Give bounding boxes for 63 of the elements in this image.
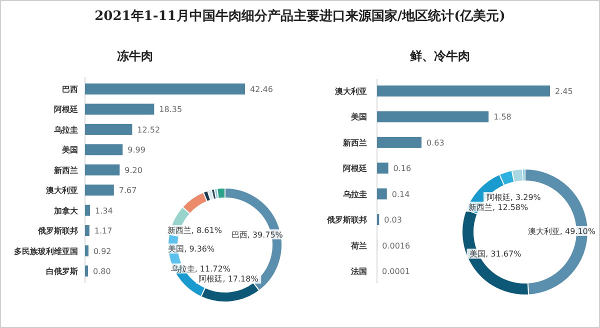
data-label: 9.20 <box>124 166 142 175</box>
slice-label: 乌拉圭, 11.72% <box>170 264 231 274</box>
bar <box>377 188 387 200</box>
data-label: 0.80 <box>93 267 111 276</box>
bar <box>377 111 489 122</box>
data-label: 0.14 <box>392 190 410 199</box>
text: 2021年1-11月中国牛肉细分产品主要进口来源国家/地区统计(亿美元) <box>94 8 506 24</box>
bar <box>85 144 123 156</box>
y-tick-label: 巴西 <box>62 85 78 94</box>
slice-label: 新西兰, 12.58% <box>468 202 529 212</box>
y-tick-label: 美国 <box>350 112 367 122</box>
bar <box>85 225 90 236</box>
bar <box>377 86 550 96</box>
data-label: 12.52 <box>137 125 160 134</box>
bar <box>85 164 120 176</box>
bar <box>85 104 154 115</box>
slice-label: 阿根廷, 3.29% <box>486 193 542 202</box>
data-label: 18.35 <box>159 105 182 114</box>
data-label: 0.03 <box>384 216 402 225</box>
y-tick-label: 新西兰 <box>53 164 78 175</box>
bar <box>85 266 88 276</box>
data-label: 42.46 <box>250 85 273 94</box>
y-tick-label: 加拿大 <box>53 206 79 216</box>
y-tick-label: 美国 <box>61 144 78 155</box>
y-tick-label: 澳大利亚 <box>334 87 367 96</box>
y-tick-label: 阿根廷 <box>54 105 78 114</box>
slice-label: 澳大利亚, 49.10% <box>528 226 596 236</box>
y-tick-label: 荷兰 <box>350 241 367 250</box>
bar <box>85 184 114 196</box>
y-tick-label: 澳大利亚 <box>45 186 78 196</box>
y-tick-label: 法国 <box>350 267 367 276</box>
bar <box>377 136 422 148</box>
slice-label: 巴西, 39.75% <box>231 230 284 240</box>
data-label: 9.99 <box>128 146 146 155</box>
data-label: 0.0001 <box>382 267 410 276</box>
y-tick-label: 乌拉圭 <box>342 190 367 199</box>
slice-label: 美国, 31.67% <box>470 250 522 259</box>
data-label: 2.45 <box>555 87 573 96</box>
bar <box>85 84 245 94</box>
y-tick-label: 阿根廷 <box>343 164 367 174</box>
data-label: 0.92 <box>93 246 112 256</box>
data-label: 1.58 <box>494 112 512 122</box>
bar <box>85 124 132 135</box>
slice-label: 新西兰, 8.61% <box>167 226 222 235</box>
chart-title: 鲜、冷牛肉 <box>409 49 470 63</box>
bar <box>85 204 90 216</box>
data-label: 0.16 <box>393 164 412 174</box>
data-label: 1.34 <box>95 206 113 216</box>
data-label: 1.17 <box>94 226 112 236</box>
chart-subtitle: 冻牛肉 <box>117 49 153 63</box>
y-tick-label: 俄罗斯联邦 <box>326 216 367 225</box>
data-label: 0.0016 <box>382 241 410 250</box>
y-tick-label: 乌拉圭 <box>53 125 78 134</box>
y-tick-label: 新西兰 <box>342 137 367 148</box>
bar <box>85 245 88 256</box>
y-tick-label: 白俄罗斯 <box>46 267 78 276</box>
y-tick-label: 多民族玻利维亚国 <box>14 246 78 256</box>
y-tick-label: 俄罗斯联邦 <box>37 226 78 236</box>
data-label: 0.63 <box>426 138 444 148</box>
data-label: 7.67 <box>118 186 137 196</box>
slice-label: 阿根廷, 17.18% <box>198 274 259 284</box>
slice-label: 美国, 9.36% <box>168 244 215 254</box>
bar <box>377 162 388 174</box>
